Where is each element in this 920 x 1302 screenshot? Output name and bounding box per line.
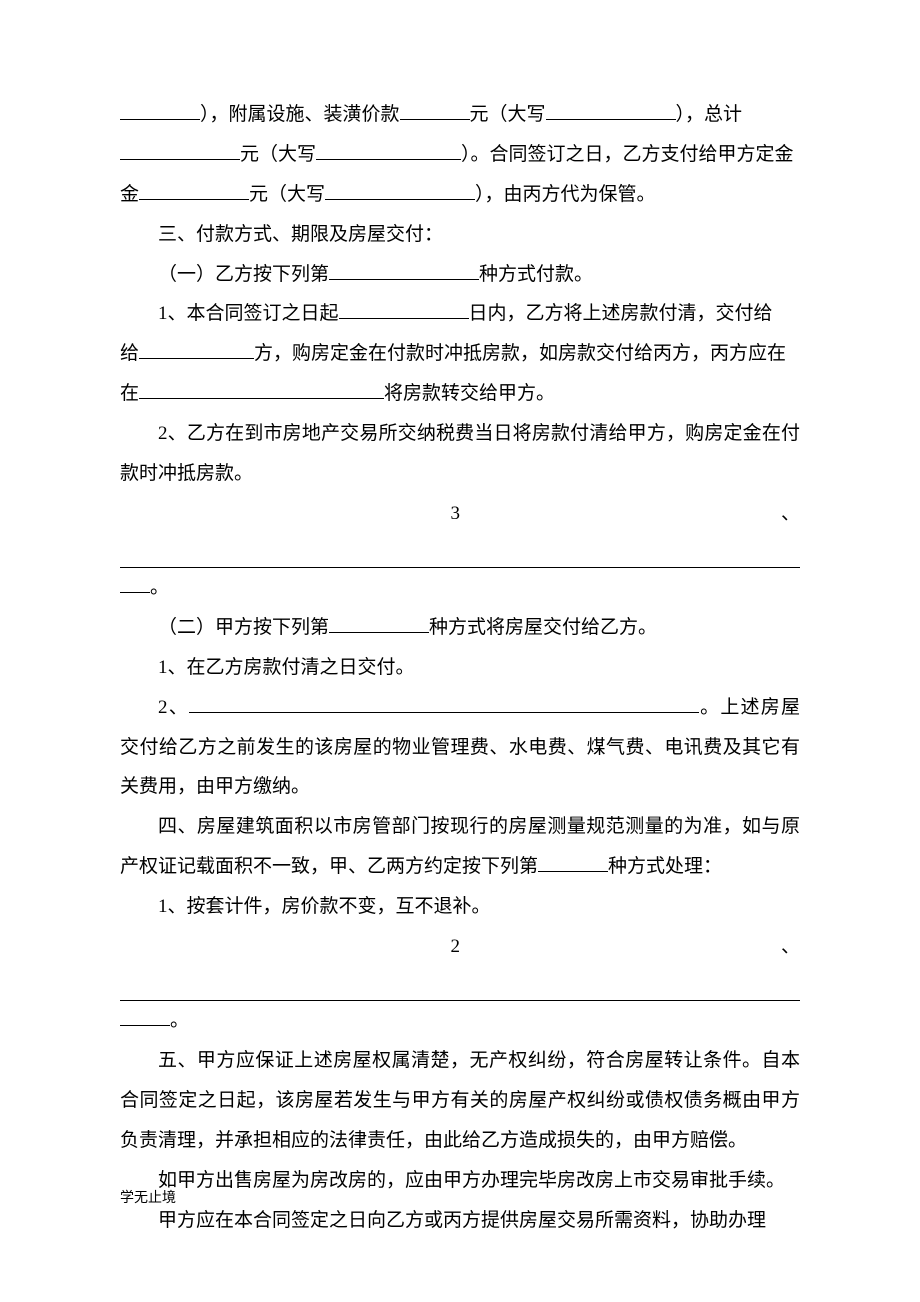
paragraph-4: 1、本合同签订之日起 日内，乙方将上述房款付清，交付给 — [120, 294, 800, 334]
paragraph-4-line3: 在将房款转交给甲方。 — [120, 374, 800, 414]
text: ）。合同签订之日，乙方支付给甲方定金 — [461, 144, 794, 165]
paragraph-15: 甲方应在本合同签定之日向乙方或丙方提供房屋交易所需资料，协助办理 — [120, 1201, 800, 1241]
paragraph-6-end: 。 — [120, 568, 800, 608]
paragraph-4-line2: 给方，购房定金在付款时冲抵房款，如房款交付给丙方，丙方应在 — [120, 334, 800, 374]
text: 将房款转交给甲方。 — [384, 383, 555, 404]
blank-field — [189, 712, 699, 713]
blank-field — [139, 398, 384, 399]
paragraph-14: 如甲方出售房屋为房改房的，应由甲方办理完毕房改房上市交易审批手续。 — [120, 1161, 800, 1201]
text: （二）甲方按下列第 — [158, 617, 329, 638]
text: 五、甲方应保证上述房屋权属清楚，无产权纠纷，符合房屋转让条件。自本合同签定之日起… — [120, 1050, 800, 1151]
blank-field — [120, 1025, 170, 1026]
paragraph-section-4: 四、房屋建筑面积以市房管部门按现行的房屋测量规范测量的为准，如与原产权证记载面积… — [120, 807, 800, 887]
text: ），由丙方代为保管。 — [475, 184, 656, 205]
blank-field — [329, 279, 479, 280]
text: 甲方应在本合同签定之日向乙方或丙方提供房屋交易所需资料，协助办理 — [158, 1210, 766, 1231]
paragraph-12-header: x 2 、 — [120, 927, 800, 967]
footer-text: 学无止境 — [120, 1191, 176, 1206]
paragraph-7: （二）甲方按下列第 种方式将房屋交付给乙方。 — [120, 608, 800, 648]
text: 。 — [170, 1010, 189, 1031]
paragraph-1-line3: 金元（大写），由丙方代为保管。 — [120, 175, 800, 215]
paragraph-5: 2、乙方在到市房地产交易所交纳税费当日将房款付清给甲方，购房定金在付款时冲抵房款… — [120, 414, 800, 494]
text: 2、 — [158, 697, 189, 718]
blank-field — [538, 871, 608, 872]
text: 种方式将房屋交付给乙方。 — [429, 617, 657, 638]
document-content: ），附属设施、装潢价款元（大写），总计 元（大写）。合同签订之日，乙方支付给甲方… — [120, 95, 800, 1240]
blank-field — [120, 119, 200, 120]
paragraph-1-line2: 元（大写 ）。合同签订之日，乙方支付给甲方定金 — [120, 135, 800, 175]
text: 元（大写 — [470, 104, 546, 125]
text: 1、本合同签订之日起 — [158, 303, 339, 324]
blank-field — [120, 592, 150, 593]
paragraph-3: （一）乙方按下列第 种方式付款。 — [120, 255, 800, 295]
blank-field — [546, 119, 676, 120]
paragraph-1: ），附属设施、装潢价款 元（大写 ），总计 — [120, 95, 800, 135]
text: 种方式付款。 — [479, 264, 593, 285]
text: 。 — [150, 577, 169, 598]
text: 三、付款方式、期限及房屋交付： — [158, 224, 443, 245]
blank-field — [339, 318, 469, 319]
paragraph-section-3: 三、付款方式、期限及房屋交付： — [120, 215, 800, 255]
text: 1、按套计件，房价款不变，互不退补。 — [158, 896, 491, 917]
text: 1、在乙方房款付清之日交付。 — [158, 657, 415, 678]
blank-field — [325, 199, 475, 200]
document-page: ），附属设施、装潢价款元（大写），总计 元（大写）。合同签订之日，乙方支付给甲方… — [0, 0, 920, 1290]
paragraph-6-header: x 3 、 — [120, 494, 800, 534]
blank-long-line — [120, 976, 800, 1001]
paragraph-9: 2、。上述房屋交付给乙方之前发生的该房屋的物业管理费、水电费、煤气费、电讯费及其… — [120, 688, 800, 808]
item-number: 3 — [450, 494, 460, 534]
text: 日内，乙方将上述房款付清，交付给 — [469, 303, 773, 324]
text: ），附属设施、装潢价款 — [200, 104, 400, 125]
paragraph-12-end: 。 — [120, 1001, 800, 1041]
blank-field — [400, 119, 470, 120]
blank-field — [139, 199, 249, 200]
blank-long-line — [120, 543, 800, 568]
text: 元（大写 — [249, 184, 325, 205]
text: 方，购房定金在付款时冲抵房款，如房款交付给丙方，丙方应在 — [254, 343, 786, 364]
text: （一）乙方按下列第 — [158, 264, 329, 285]
text: 2、乙方在到市房地产交易所交纳税费当日将房款付清给甲方，购房定金在付款时冲抵房款… — [120, 423, 800, 484]
paragraph-11: 1、按套计件，房价款不变，互不退补。 — [120, 887, 800, 927]
paragraph-section-5: 五、甲方应保证上述房屋权属清楚，无产权纠纷，符合房屋转让条件。自本合同签定之日起… — [120, 1041, 800, 1161]
paragraph-8: 1、在乙方房款付清之日交付。 — [120, 648, 800, 688]
blank-field — [139, 358, 254, 359]
item-number: 2 — [450, 927, 460, 967]
separator: 、 — [781, 927, 800, 967]
separator: 、 — [781, 494, 800, 534]
text: 如甲方出售房屋为房改房的，应由甲方办理完毕房改房上市交易审批手续。 — [158, 1170, 785, 1191]
text: ），总计 — [676, 104, 743, 125]
blank-field — [329, 632, 429, 633]
blank-field — [316, 159, 461, 160]
text: 元（大写 — [240, 144, 316, 165]
text: 种方式处理： — [608, 856, 722, 877]
page-footer: 学无止境 — [120, 1187, 176, 1207]
blank-field — [120, 159, 240, 160]
